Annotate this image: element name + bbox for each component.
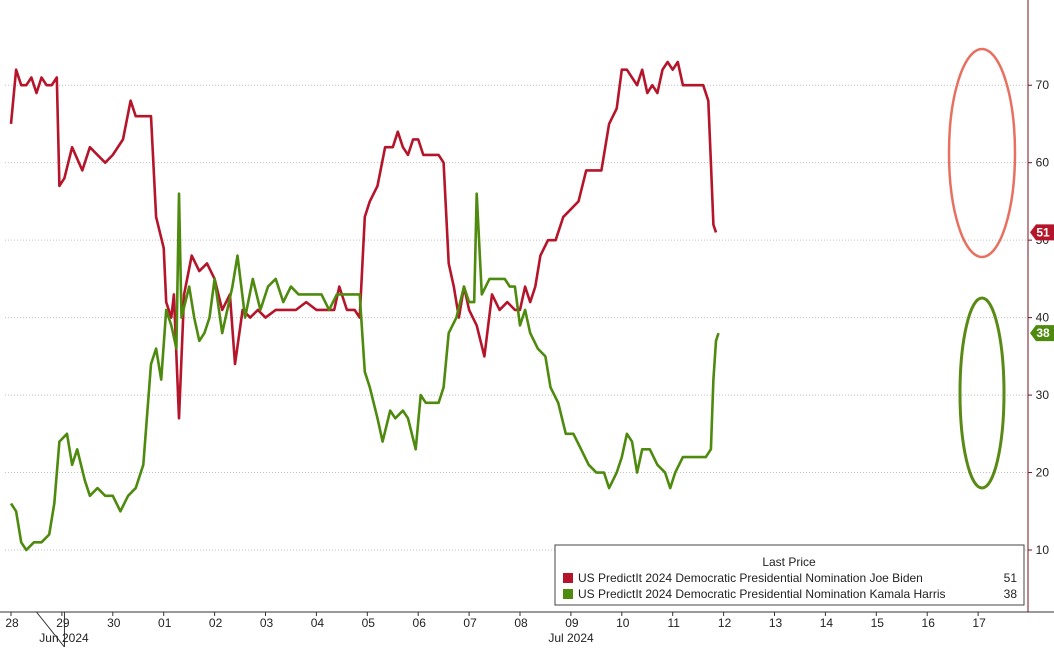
x-tick-label: 14: [820, 616, 834, 630]
y-tick-label: 70: [1036, 78, 1050, 92]
legend-value: 38: [1004, 587, 1018, 601]
legend-value: 51: [1004, 571, 1018, 585]
y-tick-label: 30: [1036, 388, 1050, 402]
month-separator: [36, 611, 65, 648]
harris-last-tag: [1030, 325, 1054, 342]
x-axis: 28 29 30 01 02 03 04 05 06 07 08 09 10 11 12 13 14 15 16 17…: [0, 611, 1054, 648]
biden-highlight-ellipse: [947, 47, 1017, 259]
y-tick-label: 60: [1036, 156, 1050, 170]
x-tick-label: 06: [413, 616, 427, 630]
x-tick-label: 03: [260, 616, 274, 630]
legend-header: Last Price: [762, 555, 816, 569]
x-tick-label: 30: [107, 616, 121, 630]
x-tick-label: 29: [56, 616, 70, 630]
series-line-biden: [9, 60, 718, 420]
x-tick-label: 01: [158, 616, 172, 630]
x-tick-label: 13: [769, 616, 783, 630]
legend-swatch: [563, 589, 573, 599]
annotations: [947, 47, 1017, 490]
series-layer: [9, 60, 720, 552]
harris-highlight-ellipse: [958, 296, 1006, 490]
x-tick-label: 10: [616, 616, 630, 630]
x-tick-label: 02: [209, 616, 223, 630]
month-label-jun: Jun 2024: [39, 631, 89, 645]
x-tick-label: 07: [463, 616, 477, 630]
x-tick-label: 28: [5, 616, 19, 630]
legend-swatch: [563, 573, 573, 583]
y-tick-label: 20: [1036, 466, 1050, 480]
legend-label: US PredictIt 2024 Democratic Presidentia…: [578, 571, 923, 585]
x-tick-label: 12: [718, 616, 732, 630]
month-label-jul: Jul 2024: [548, 631, 594, 645]
x-tick-label: 08: [514, 616, 528, 630]
series-line-harris: [9, 192, 720, 552]
gridlines: [5, 84, 1028, 551]
biden-last-value: 51: [1036, 225, 1050, 239]
x-tick-label: 16: [922, 616, 936, 630]
legend-box: [554, 544, 1025, 606]
y-tick-label: 40: [1036, 311, 1050, 325]
legend-label: US PredictIt 2024 Democratic Presidentia…: [578, 587, 945, 601]
legend: Last Price US PredictIt 2024 Democratic P…: [554, 544, 1025, 606]
x-tick-label: 05: [362, 616, 376, 630]
x-tick-label: 04: [311, 616, 325, 630]
x-tick-label: 15: [871, 616, 885, 630]
x-tick-label: 17: [972, 616, 986, 630]
harris-last-value: 38: [1036, 326, 1050, 340]
x-tick-label: 09: [565, 616, 579, 630]
y-tick-label: 10: [1036, 543, 1050, 557]
last-price-tags: 51 38: [1030, 224, 1054, 342]
x-tick-label: 11: [667, 616, 680, 630]
biden-last-tag: [1030, 224, 1054, 241]
